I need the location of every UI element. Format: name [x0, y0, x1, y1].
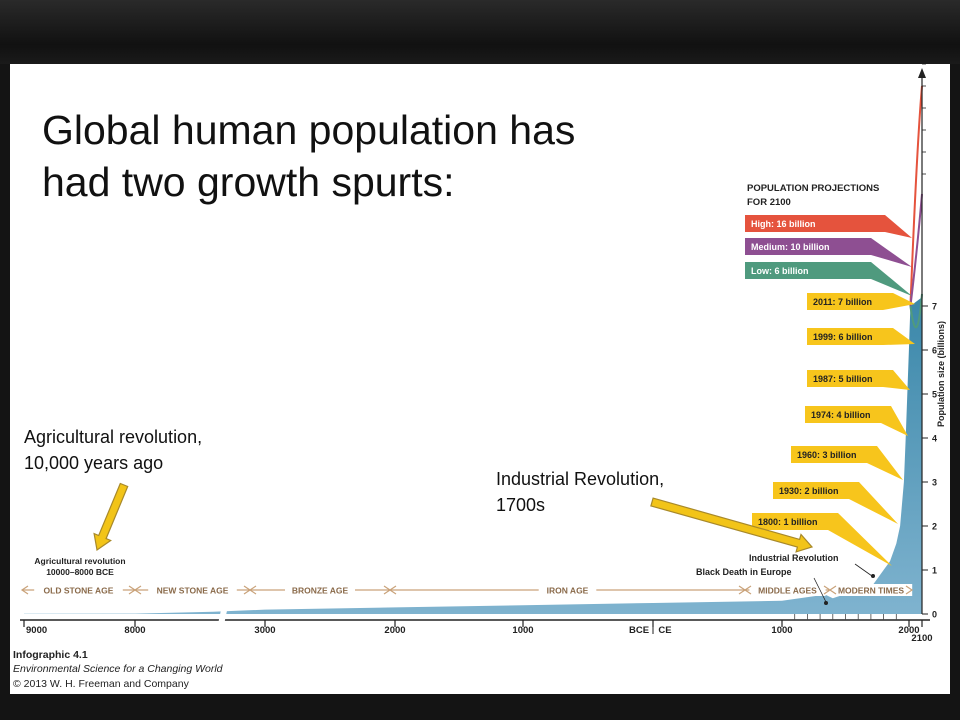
projection-title-line-1: POPULATION PROJECTIONS — [747, 183, 879, 194]
slide-title-line-2: had two growth spurts: — [42, 159, 455, 205]
area-layer — [24, 85, 923, 614]
projection-banner — [745, 238, 912, 267]
x-tick-label: 3000 — [254, 625, 275, 636]
credit-line-2: Environmental Science for a Changing Wor… — [13, 663, 224, 675]
milestone-banner-label: 1960: 3 billion — [797, 450, 857, 460]
slide-title-line-1: Global human population has — [42, 107, 576, 153]
industrial-callout-arrow — [650, 497, 814, 553]
x-tick-label: 1000 — [512, 625, 533, 636]
projection-banner-label: High: 16 billion — [751, 219, 816, 229]
era-arrow-left — [828, 585, 837, 595]
era-arrow-left — [248, 585, 257, 595]
y-axis-arrowhead — [918, 68, 926, 78]
axis-layer: 9000 8000 3000 2000 1000 BCE CE 1000 20002100012… — [20, 64, 946, 644]
callout-agricultural: Agricultural revolution, 10,000 years ag… — [24, 424, 202, 476]
milestone-banner — [773, 482, 898, 524]
callout-arrow-layer — [93, 482, 814, 553]
agri-chart-label-2: 10000–8000 BCE — [46, 567, 114, 577]
axis-break — [218, 605, 228, 625]
projection-title-line-2: FOR 2100 — [747, 197, 791, 208]
era-label: MIDDLE AGES — [758, 586, 817, 596]
y-tick-label: 4 — [932, 434, 937, 444]
projection-banner-label: Low: 6 billion — [751, 266, 809, 276]
x-tick-label: 9000 — [26, 625, 47, 636]
era-arrow-left — [743, 585, 752, 595]
x-tick-label: 1000 — [771, 625, 792, 636]
era-label-bg — [749, 584, 826, 596]
era-arrow-left — [133, 585, 142, 595]
x-tick-label: 8000 — [124, 625, 145, 636]
annotation-black-death: Black Death in Europe — [696, 567, 792, 577]
callout-agricultural-line-1: Agricultural revolution, — [24, 427, 203, 447]
annotation-industrial-leader — [854, 563, 873, 577]
projection-line-high — [909, 85, 923, 307]
y-tick-label: 7 — [932, 302, 937, 312]
milestone-banner-label: 2011: 7 billion — [813, 297, 872, 307]
credit-line-1: Infographic 4.1 — [13, 649, 88, 661]
x-tick-label: 2100 — [911, 633, 932, 644]
annotation-industrial: Industrial Revolution — [749, 553, 839, 563]
milestone-banner — [791, 446, 903, 480]
x-tick-label: 2000 — [898, 625, 919, 636]
annotation-black-death-dot — [824, 601, 828, 605]
milestone-banner-label: 1999: 6 billion — [813, 332, 873, 342]
projection-line-low — [909, 293, 923, 329]
population-chart: 9000 8000 3000 2000 1000 BCE CE 1000 20002100012… — [13, 64, 946, 690]
x-tick-label: CE — [658, 625, 671, 636]
milestone-banner-label: 1800: 1 billion — [758, 517, 818, 527]
y-tick-label: 5 — [932, 390, 937, 400]
era-label: BRONZE AGE — [292, 586, 349, 596]
milestone-banner — [805, 406, 908, 436]
era-label-bg — [538, 584, 597, 596]
slide: Global human population has had two grow… — [10, 64, 950, 694]
milestone-banner — [752, 513, 892, 566]
annotation-industrial-dot — [871, 574, 875, 578]
callout-industrial-line-1: Industrial Revolution, — [496, 469, 665, 489]
projection-line-medium — [909, 193, 923, 307]
agri-callout-arrow — [93, 482, 129, 552]
era-label-bg — [34, 584, 123, 596]
dark-frame-top — [0, 0, 960, 64]
agri-chart-label-1: Agricultural revolution — [34, 556, 125, 566]
y-axis-label: Population size (billions) — [936, 321, 946, 427]
milestone-banner — [807, 328, 915, 345]
era-label: OLD STONE AGE — [44, 586, 114, 596]
projection-banner-label: Medium: 10 billion — [751, 242, 830, 252]
y-tick-label: 0 — [932, 610, 937, 620]
credit-line-3: © 2013 W. H. Freeman and Company — [13, 678, 190, 690]
x-tick-label: BCE — [629, 625, 649, 636]
era-arrow-right — [905, 585, 914, 595]
era-label: MODERN TIMES — [838, 586, 904, 596]
milestone-banner — [807, 370, 910, 390]
y-tick-label: 3 — [932, 478, 937, 488]
callout-industrial-line-2: 1700s — [496, 495, 546, 515]
milestone-banner-label: 1987: 5 billion — [813, 374, 873, 384]
y-tick-label: 1 — [932, 566, 937, 576]
era-arrow-left — [388, 585, 397, 595]
era-label-bg — [148, 584, 237, 596]
projection-banner — [745, 215, 912, 238]
slide-title: Global human population has had two grow… — [42, 104, 702, 208]
milestone-banner-label: 1930: 2 billion — [779, 486, 839, 496]
x-tick-label: 2000 — [384, 625, 405, 636]
callout-industrial: Industrial Revolution, 1700s — [496, 466, 664, 518]
projection-banner — [745, 262, 912, 296]
era-label-bg — [285, 584, 355, 596]
era-label: IRON AGE — [547, 586, 589, 596]
era-arrow-left — [20, 585, 29, 595]
y-tick-label: 6 — [932, 346, 937, 356]
y-tick-label: 2 — [932, 522, 937, 532]
era-label: NEW STONE AGE — [157, 586, 229, 596]
callout-agricultural-line-2: 10,000 years ago — [24, 453, 164, 473]
era-label-bg — [829, 584, 913, 596]
era-layer: OLD STONE AGE NEW STONE AGE BRONZE AGE IRON… — [20, 584, 914, 596]
milestone-banner-label: 1974: 4 billion — [811, 410, 871, 420]
annotation-black-death-leader — [813, 577, 827, 603]
milestone-banner — [807, 293, 915, 310]
banner-layer: High: 16 billion Medium: 10 billion Low: 6… — [745, 215, 915, 566]
